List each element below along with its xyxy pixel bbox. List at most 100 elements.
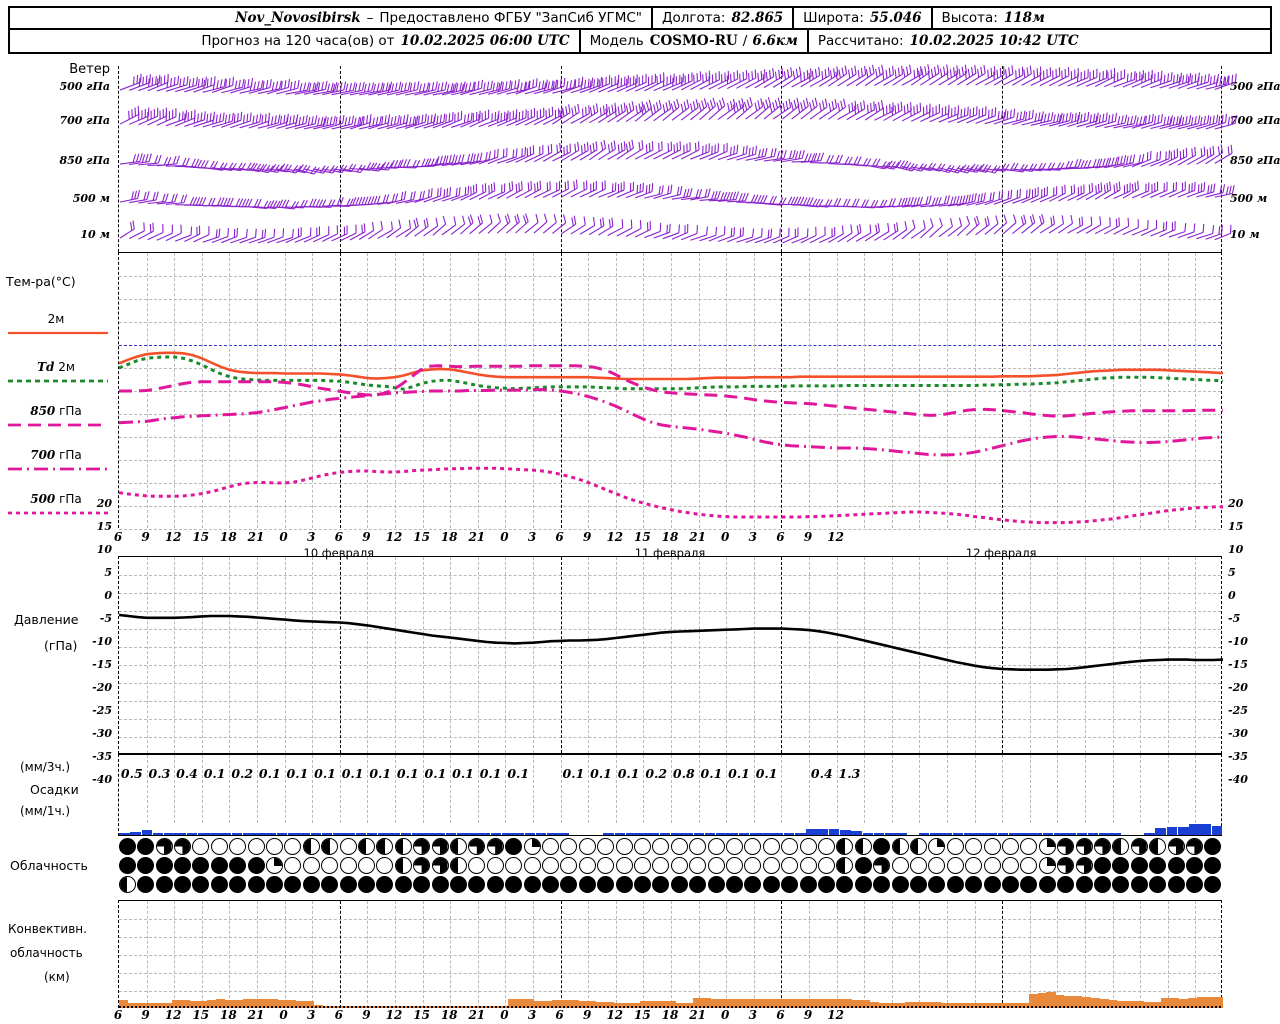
gridline-v — [643, 253, 645, 528]
wind-barb — [736, 228, 755, 243]
legend-swatch-4 — [8, 511, 108, 515]
wind-barb — [708, 70, 730, 90]
gridline-v — [201, 253, 203, 528]
cloud-octa-symbol — [265, 838, 283, 855]
gridline-v — [339, 901, 341, 1008]
latitude-label: Широта: — [803, 10, 864, 26]
precip-bar — [772, 833, 784, 835]
precip-bar — [885, 833, 896, 835]
wind-barb — [202, 197, 225, 207]
wind-barb — [616, 219, 633, 237]
cloud-octa-symbol — [1057, 838, 1075, 855]
wind-barb — [506, 147, 527, 164]
gridline-v — [726, 755, 728, 823]
dash-separator: – — [366, 10, 374, 26]
x-tick-12: 12 — [606, 530, 624, 544]
cloud-octa-symbol — [1149, 876, 1167, 893]
wind-barb — [515, 108, 536, 126]
precip-bar — [975, 833, 986, 835]
pressure-series — [118, 613, 1224, 671]
wind-barb — [690, 143, 710, 160]
wind-barb — [818, 98, 838, 120]
wind-barb — [1122, 153, 1145, 168]
gridline-v — [974, 557, 976, 753]
convective-bar — [675, 1002, 685, 1008]
temperature-title: Тем-ра(°С) — [6, 274, 76, 289]
wind-barb — [1196, 183, 1216, 198]
wind-barb — [1048, 215, 1065, 234]
gridline-v — [229, 901, 231, 1008]
wind-barb — [1030, 112, 1054, 126]
legend-label-4: 500 гПа — [30, 492, 82, 506]
wind-barb — [515, 213, 529, 234]
wind-barb — [993, 108, 1016, 125]
wind-barb — [405, 113, 427, 129]
cloud-octa-symbol — [781, 838, 799, 855]
wind-barb — [1122, 219, 1139, 236]
temperature-panel: 20 20 15 15 10 10 5 5 0 0 -5 -5 -10 -10 -15 -15 -20 -20 -2… — [0, 252, 1280, 786]
cloud-octa-symbol — [1167, 876, 1185, 893]
precip-bar — [1076, 833, 1088, 835]
wind-barb — [515, 78, 538, 95]
wind-barb — [515, 145, 535, 163]
cloud-octa-symbol — [1130, 876, 1148, 893]
altitude-label: Высота: — [941, 10, 998, 26]
conv-x-tick-3: 3 — [307, 1008, 316, 1022]
wind-barb — [285, 114, 308, 130]
wind-barb — [800, 226, 817, 244]
gridline-v — [229, 253, 231, 528]
wind-barb — [487, 80, 512, 95]
temp-tick-right: -15 — [1228, 658, 1248, 671]
cloud-octa-symbol — [541, 876, 559, 893]
gridline-v — [836, 901, 838, 1008]
gridline-v — [560, 901, 562, 1008]
gridline-v — [174, 557, 176, 753]
convective-bar — [1161, 998, 1171, 1008]
gridline-v — [174, 755, 176, 823]
gridline-v — [1167, 901, 1169, 1008]
convective-panel: 121210108866442200Конвективн.облачность(… — [0, 900, 1280, 1008]
wind-barb — [1058, 158, 1082, 170]
gridline-h — [119, 414, 1221, 415]
gridline-v — [753, 557, 755, 753]
cloud-octa-symbol — [1093, 857, 1111, 874]
wind-barb — [331, 82, 356, 96]
wind-barb — [855, 101, 875, 121]
wind-barb — [598, 217, 614, 236]
cloud-octa-symbol — [725, 876, 743, 893]
gridline-v — [1029, 755, 1031, 823]
wind-barb — [395, 191, 416, 204]
wind-barb — [754, 228, 773, 244]
gridline-v — [726, 901, 728, 1008]
convective-bar — [657, 1001, 667, 1008]
wind-barb — [119, 73, 142, 91]
altitude-cell: Высота: 118м — [930, 8, 1054, 28]
wind-level-label-right-0: 500 гПа — [1230, 80, 1280, 93]
wind-barb — [1177, 72, 1200, 89]
cloud-octa-symbol — [725, 857, 743, 874]
wind-barb — [414, 81, 438, 96]
convective-bar — [693, 998, 703, 1008]
precip-bar — [479, 833, 491, 835]
wind-barb — [552, 79, 576, 94]
cloud-octa-symbol — [321, 876, 339, 893]
conv-x-tick-21: 21 — [689, 1008, 706, 1022]
convective-bar — [127, 1002, 138, 1008]
wind-barb — [1002, 214, 1017, 235]
precip-label-25: 0.4 — [810, 766, 833, 781]
wind-barb — [469, 109, 490, 128]
cloud-octa-symbol — [192, 838, 210, 855]
precip-bar — [344, 833, 355, 835]
temp-tick-right: 5 — [1228, 566, 1236, 579]
cloud-octa-symbol — [1167, 857, 1185, 874]
wind-barb — [552, 214, 567, 234]
wind-barb — [294, 81, 319, 95]
precip-bar — [749, 833, 761, 835]
precip-bar — [265, 833, 277, 835]
precip-label-1: 0.3 — [148, 766, 171, 781]
wind-barb — [506, 80, 531, 95]
conv-x-tick-0: 0 — [721, 1008, 730, 1022]
wind-barb — [607, 75, 629, 93]
precip-bar — [197, 833, 209, 835]
wind-barb — [681, 189, 703, 201]
